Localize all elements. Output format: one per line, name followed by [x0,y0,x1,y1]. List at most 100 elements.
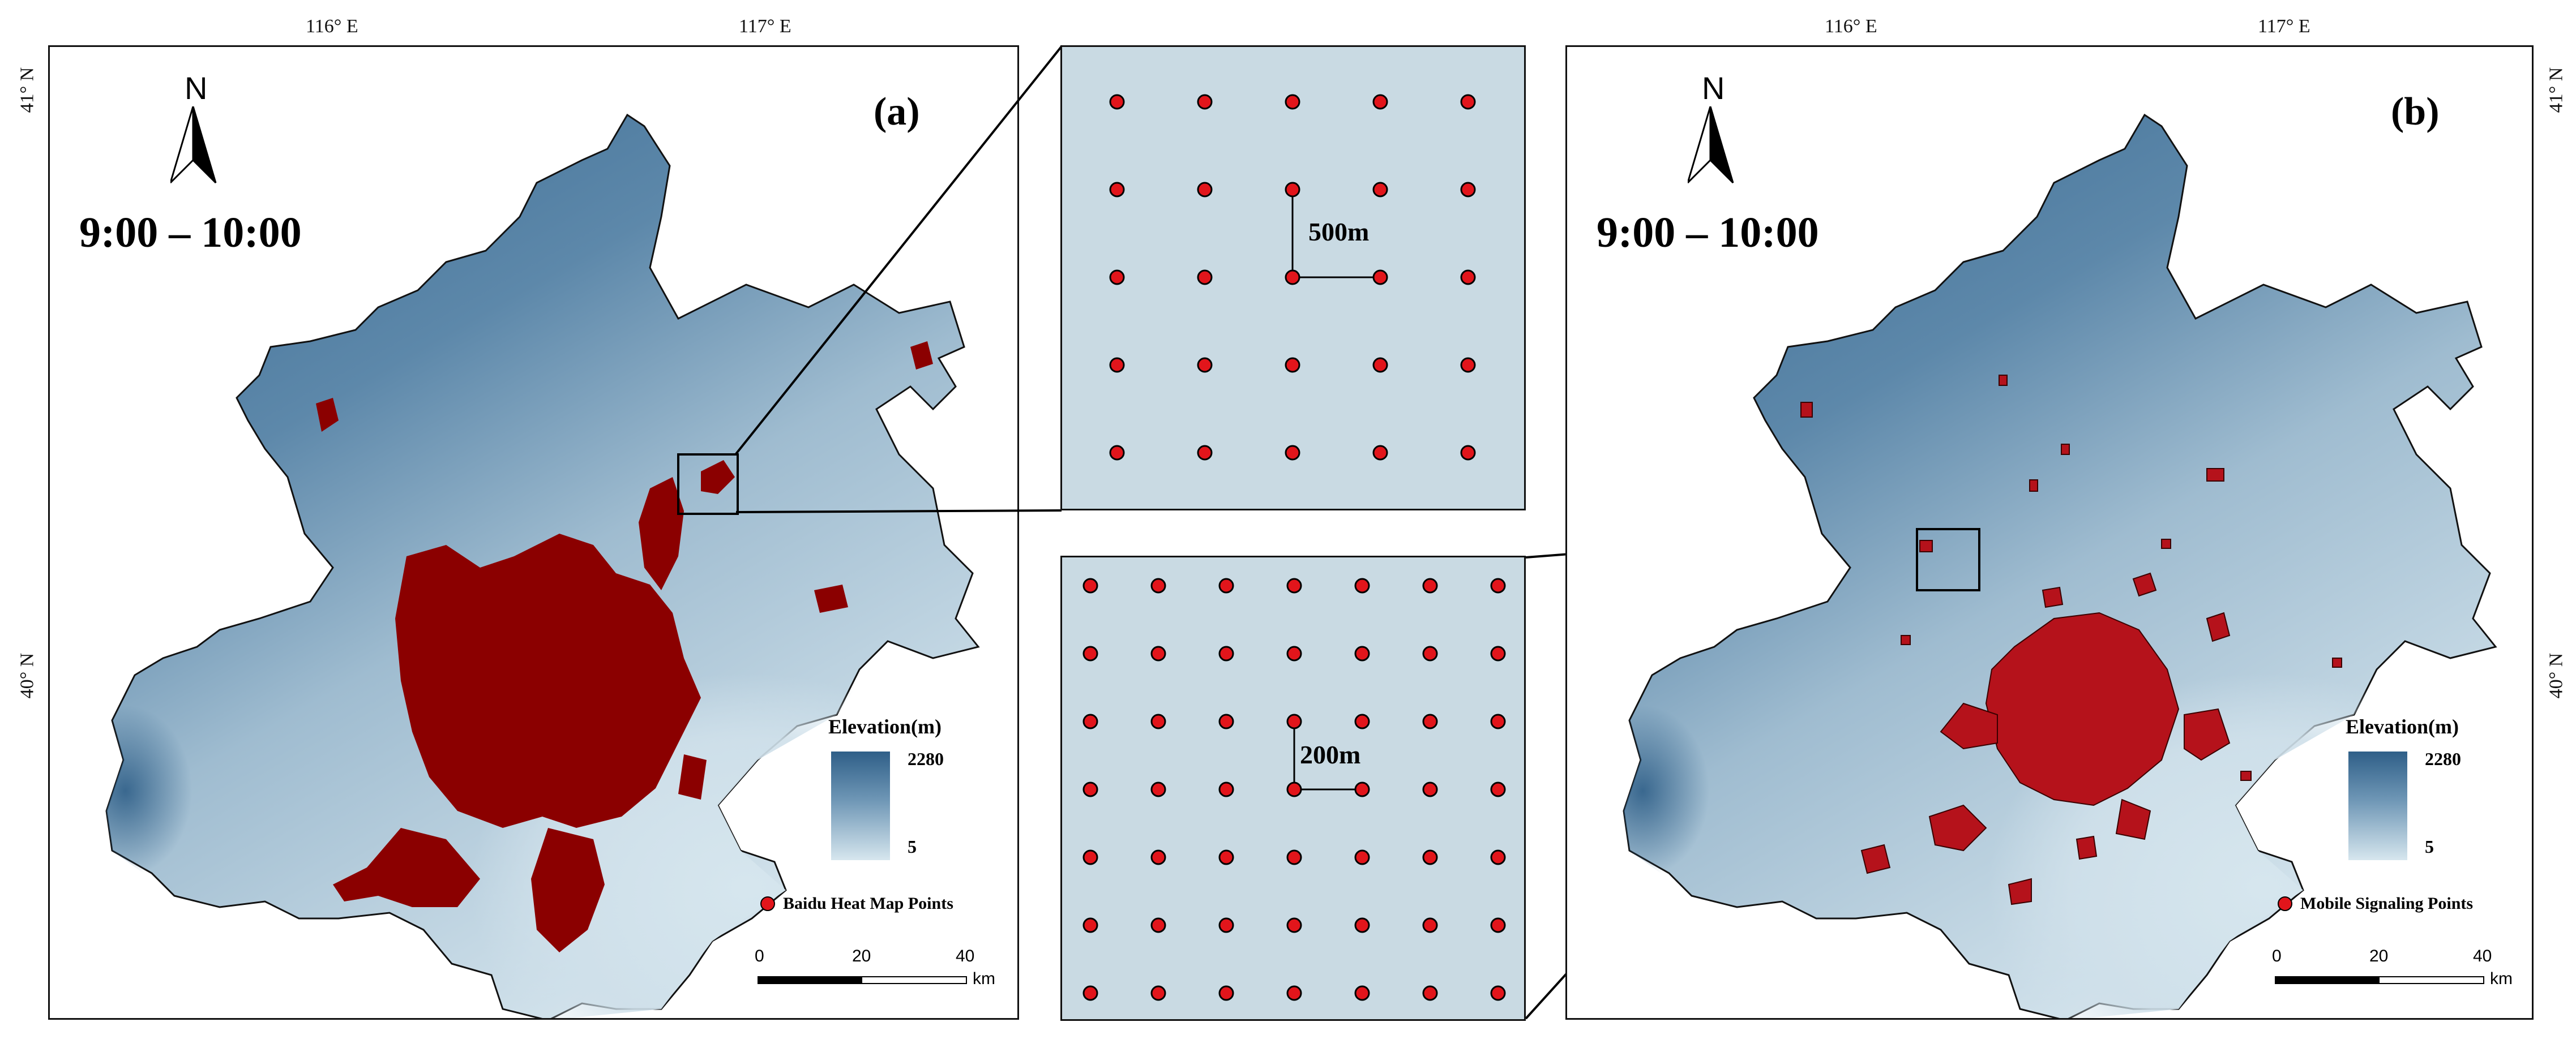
grid-point [1286,985,1302,1001]
grid-point [1197,445,1213,461]
elevation-min-a: 5 [908,836,917,857]
grid-point [1354,985,1370,1001]
zoom-box-b [1916,528,1980,591]
point-legend-b: Mobile Signaling Points [2278,894,2473,913]
grid-point [1490,578,1506,594]
grid-point [1490,714,1506,729]
elevation-ramp-b [2348,752,2407,860]
grid-point [1218,985,1234,1001]
grid-point [1422,985,1438,1001]
grid-point [1490,782,1506,797]
scale-tick-0-a: 0 [755,947,764,965]
grid-point [1490,646,1506,662]
grid-point [1422,917,1438,933]
grid-point [1150,578,1166,594]
scale-unit-b: km [2490,969,2513,988]
zoom-box-a [677,453,739,515]
lat-label-40-b: 40° N [2545,652,2567,699]
grid-point [1354,714,1370,729]
grid-point [1197,269,1213,285]
scale-tick-20-b: 20 [2369,947,2389,965]
scale-bar-b [2275,976,2484,984]
grid-point [1460,269,1476,285]
north-arrow-label-b: N [1702,70,1725,106]
lon-label-116-b: 116° E [1825,16,1877,37]
time-label-b: 9:00 – 10:00 [1597,209,1819,256]
grid-point [1372,269,1388,285]
time-label-a: 9:00 – 10:00 [79,209,302,256]
grid-500-svg [1109,94,1476,461]
grid-point [1285,445,1300,461]
grid-point [1372,94,1388,110]
elevation-legend-title-a: Elevation(m) [828,715,942,738]
grid-point [1372,445,1388,461]
point-legend-dot-a [760,896,775,911]
elevation-max-b: 2280 [2425,749,2461,769]
mobile-points-layer [1860,572,2231,905]
lat-label-40-a: 40° N [16,652,38,699]
grid-point [1109,269,1125,285]
grid-point [1218,917,1234,933]
mobile-points-scattered [1800,375,2342,781]
grid-point [1354,578,1370,594]
grid-point [1286,917,1302,933]
grid-point [1150,714,1166,729]
beijing-map-b [1623,113,2497,1018]
map-panel-a: N 9:00 – 10:00 (a) Elevation(m) 2280 5 B… [48,45,1019,1020]
grid-point [1422,578,1438,594]
spacing-label-500m: 500m [1308,217,1370,246]
grid-point [1460,94,1476,110]
point-legend-label-b: Mobile Signaling Points [2300,894,2474,913]
panel-letter-b: (b) [2391,90,2440,134]
grid-point [1286,782,1302,797]
elevation-min-b: 5 [2425,836,2434,857]
grid-point [1460,182,1476,197]
grid-point [1218,849,1234,865]
grid-point [1285,269,1300,285]
grid-point [1286,849,1302,865]
scale-tick-40-b: 40 [2473,947,2492,965]
baidu-points-layer [316,341,933,952]
grid-point [1460,445,1476,461]
grid-point [1218,578,1234,594]
grid-point [1422,714,1438,729]
grid-point [1109,182,1125,197]
scale-bar-a [758,976,967,984]
grid-point [1285,94,1300,110]
grid-point [1082,714,1098,729]
grid-point [1372,357,1388,373]
point-legend-dot-b [2278,896,2292,911]
grid-point [1286,578,1302,594]
grid-point [1354,917,1370,933]
point-legend-a: Baidu Heat Map Points [760,894,953,913]
grid-point [1082,985,1098,1001]
grid-point [1082,646,1098,662]
elevation-ramp-a [831,752,890,860]
map-panel-b: N 9:00 – 10:00 (b) Elevation(m) 2280 5 M… [1565,45,2534,1020]
grid-point [1490,849,1506,865]
grid-point [1490,917,1506,933]
north-arrow-label-a: N [185,70,208,106]
spacing-label-200m: 200m [1300,740,1361,769]
lon-label-116-a: 116° E [306,16,358,37]
scale-tick-0-b: 0 [2272,947,2282,965]
grid-point [1082,849,1098,865]
grid-point [1218,782,1234,797]
grid-point [1150,917,1166,933]
grid-point [1286,646,1302,662]
grid-point [1197,357,1213,373]
north-arrow-icon-b [1688,106,1734,184]
zoom-inset-200m: 200m [1060,556,1526,1021]
grid-point [1197,182,1213,197]
grid-point [1354,782,1370,797]
grid-point [1109,357,1125,373]
elevation-legend-title-b: Elevation(m) [2346,715,2459,738]
scale-tick-40-a: 40 [956,947,975,965]
grid-point [1218,714,1234,729]
grid-point [1218,646,1234,662]
grid-point [1150,646,1166,662]
grid-point [1422,782,1438,797]
lat-label-41-b: 41° N [2545,67,2567,113]
scale-tick-20-a: 20 [852,947,871,965]
grid-point [1285,182,1300,197]
